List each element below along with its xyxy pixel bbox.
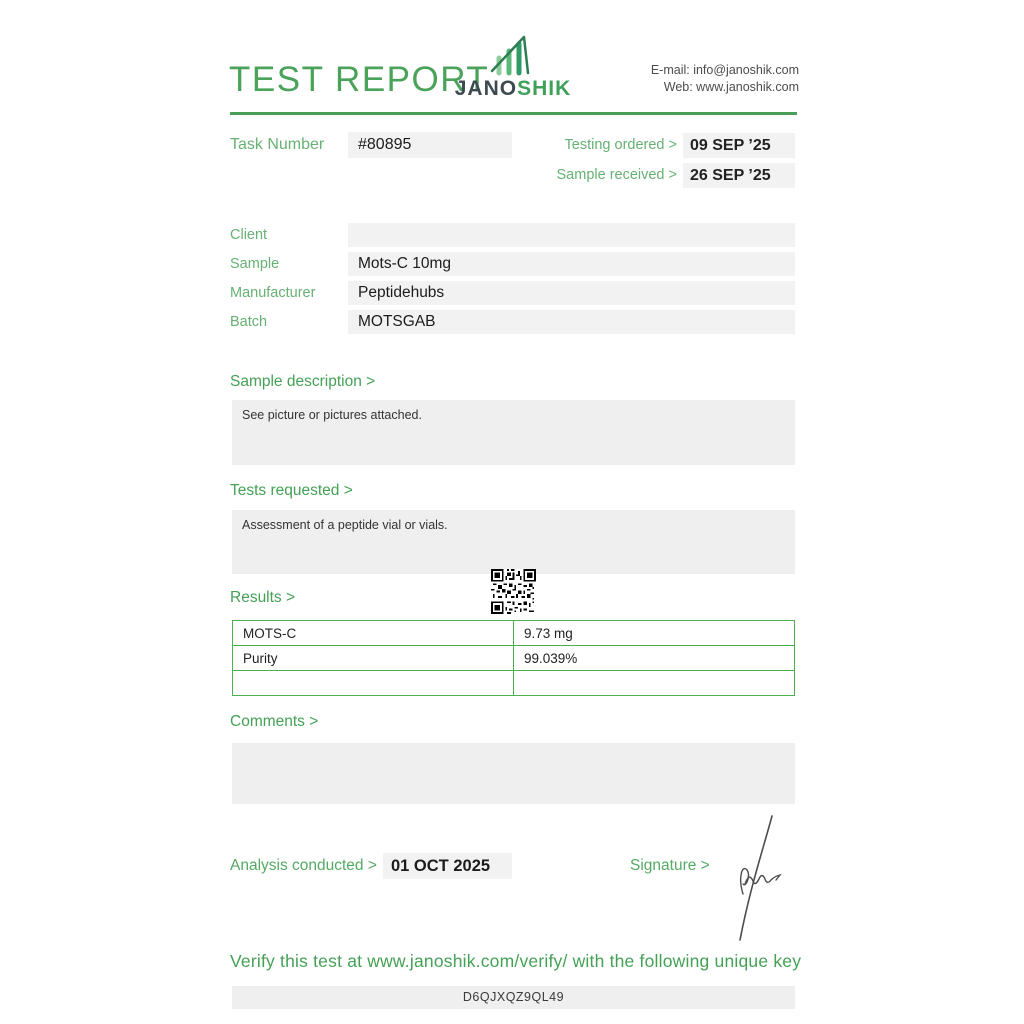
verify-key: D6QJXQZ9QL49 [232, 986, 795, 1009]
table-row [232, 670, 795, 696]
sample-description-box: See picture or pictures attached. [232, 400, 795, 465]
logo-part-green: SHIK [517, 77, 572, 100]
task-number-label: Task Number [230, 136, 325, 153]
sample-received-value: 26 SEP ’25 [683, 163, 795, 188]
sample-description-heading: Sample description > [230, 373, 376, 390]
batch-label: Batch [230, 314, 268, 330]
table-row: Purity 99.039% [232, 645, 795, 671]
client-label: Client [230, 227, 268, 243]
contact-web: Web: www.janoshik.com [663, 80, 799, 94]
result-value-cell: 99.039% [513, 645, 795, 671]
signature-label: Signature > [630, 857, 710, 874]
bar-chart-logo-icon [490, 35, 530, 76]
manufacturer-value: Peptidehubs [348, 281, 795, 305]
task-number-value: #80895 [348, 132, 512, 158]
tests-requested-box: Assessment of a peptide vial or vials. [232, 510, 795, 574]
result-value-cell [513, 670, 795, 696]
results-table: MOTS-C 9.73 mg Purity 99.039% [232, 620, 795, 696]
comments-box [232, 743, 795, 804]
testing-ordered-value: 09 SEP ’25 [683, 133, 795, 158]
tests-requested-heading: Tests requested > [230, 482, 353, 499]
testing-ordered-label: Testing ordered > [564, 137, 677, 153]
result-value-cell: 9.73 mg [513, 620, 795, 646]
manufacturer-label: Manufacturer [230, 285, 316, 301]
analysis-conducted-label: Analysis conducted > [230, 857, 377, 874]
table-row: MOTS-C 9.73 mg [232, 620, 795, 646]
header-divider [230, 112, 797, 115]
comments-heading: Comments > [230, 713, 319, 730]
analysis-conducted-value: 01 OCT 2025 [383, 853, 512, 879]
verify-text: Verify this test at www.janoshik.com/ver… [230, 951, 802, 971]
result-name-cell [232, 670, 514, 696]
logo-wordmark: JANOSHIK [452, 77, 574, 101]
page-title: TEST REPORT [229, 60, 490, 99]
qr-code-icon [491, 569, 536, 614]
janoshik-logo: JANOSHIK [452, 33, 574, 101]
result-name-cell: MOTS-C [232, 620, 514, 646]
sample-label: Sample [230, 256, 280, 272]
signature-icon [739, 815, 782, 941]
logo-part-dark: JANO [454, 77, 518, 100]
result-name-cell: Purity [232, 645, 514, 671]
client-value [348, 223, 795, 247]
contact-info: E-mail: info@janoshik.com Web: www.janos… [600, 62, 799, 96]
sample-value: Mots-C 10mg [348, 252, 795, 276]
contact-email: E-mail: info@janoshik.com [650, 63, 799, 77]
results-heading: Results > [230, 589, 296, 606]
batch-value: MOTSGAB [348, 310, 795, 334]
sample-received-label: Sample received > [556, 167, 678, 183]
